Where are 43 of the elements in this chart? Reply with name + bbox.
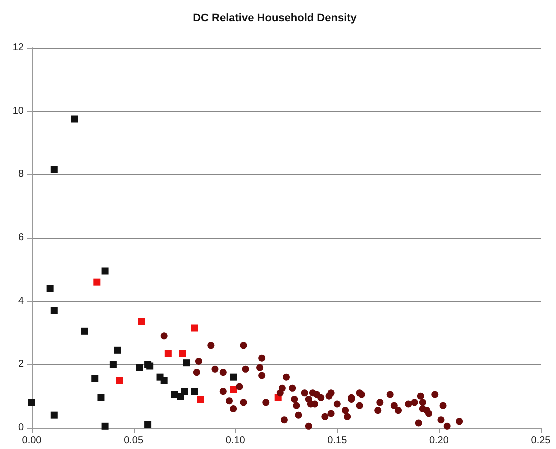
x-tick-label: 0.20: [429, 436, 450, 446]
x-tick-label: 0.05: [124, 436, 144, 446]
point: [50, 307, 58, 314]
point: [230, 386, 238, 394]
point: [177, 393, 184, 400]
point: [116, 377, 124, 384]
y-tick-label: 10: [12, 106, 24, 117]
point: [230, 374, 238, 381]
point: [164, 350, 172, 358]
chart-title: DC Relative Household Density: [193, 12, 358, 24]
point: [136, 364, 144, 372]
y-tick-label: 0: [18, 422, 24, 434]
x-tick-label: 0.25: [531, 436, 552, 446]
point: [92, 375, 99, 382]
point: [81, 328, 88, 335]
point: [98, 394, 105, 402]
y-tick-label: 2: [18, 359, 24, 370]
point: [46, 285, 54, 292]
point: [94, 278, 101, 286]
point: [28, 399, 36, 406]
point: [197, 396, 204, 403]
x-tick-label: 0.10: [226, 436, 246, 446]
point: [102, 422, 109, 430]
point: [71, 116, 78, 123]
y-tick-label: 4: [18, 296, 24, 307]
point: [160, 377, 168, 384]
point: [181, 388, 188, 396]
y-tick-label: 8: [18, 169, 24, 180]
point: [102, 268, 109, 275]
x-tick-label: 0.15: [328, 436, 348, 446]
point: [138, 318, 146, 326]
point: [50, 166, 58, 174]
y-tick-label: 12: [12, 42, 24, 54]
point: [183, 360, 190, 367]
x-tick-label: 0.00: [22, 436, 42, 446]
point: [144, 421, 152, 428]
point: [50, 412, 58, 419]
y-tick-label: 6: [18, 232, 24, 244]
point: [191, 324, 198, 332]
point: [191, 388, 198, 396]
point: [179, 350, 186, 358]
point: [114, 346, 122, 354]
point: [110, 361, 117, 368]
